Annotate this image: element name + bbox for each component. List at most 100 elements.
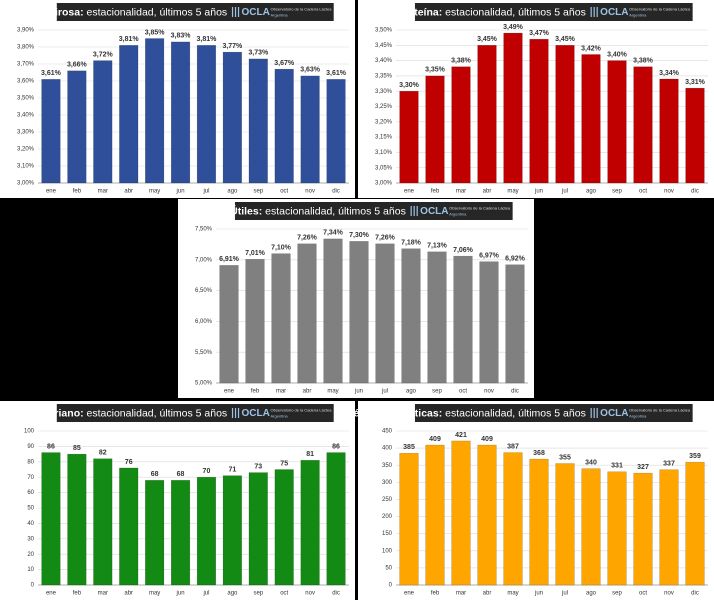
bar (555, 45, 575, 184)
y-tick-label: 50 (27, 506, 34, 512)
y-tick-label: 3,10% (375, 150, 393, 156)
logo-tagline: Observatorio de la Cadena Láctea (271, 408, 333, 413)
y-tick-label: 3,50% (375, 28, 393, 34)
x-tick-label: feb (431, 591, 440, 597)
value-label: 355 (559, 454, 571, 461)
y-tick-label: 30 (27, 536, 34, 542)
y-tick-label: 100 (382, 548, 393, 554)
y-tick-label: 3,30% (375, 89, 393, 95)
logo-tagline: Observatorio de la Cadena Láctea (629, 408, 691, 413)
bar (222, 51, 242, 184)
x-tick-label: abr (124, 189, 133, 195)
title-bold: Sólidos Útiles: (189, 204, 262, 217)
value-label: 3,47% (529, 30, 550, 37)
bar (633, 66, 653, 184)
logo-name: OCLA (242, 408, 270, 419)
logo-country: Argentina (449, 212, 467, 217)
value-label: 7,26% (297, 235, 318, 242)
y-tick-label: 3,70% (17, 62, 35, 68)
y-tick-label: 7,00% (195, 257, 213, 263)
bar (529, 38, 549, 184)
logo-country: Argentina (629, 13, 647, 18)
y-tick-label: 200 (382, 514, 393, 520)
x-tick-label: ago (586, 591, 597, 597)
bar (170, 480, 191, 586)
bar (67, 70, 87, 184)
y-tick-label: 3,40% (375, 58, 393, 64)
value-label: 7,26% (375, 235, 396, 242)
title-rest: estacionalidad, últimos 5 años (84, 6, 228, 18)
value-label: 82 (99, 450, 107, 457)
value-label: 331 (611, 463, 623, 470)
value-label: 6,92% (505, 256, 526, 263)
x-tick-label: mar (456, 591, 466, 597)
x-tick-label: jul (561, 591, 568, 597)
x-tick-label: ene (404, 189, 415, 195)
bar (300, 75, 320, 184)
y-tick-label: 7,50% (195, 227, 213, 233)
value-label: 6,97% (479, 252, 500, 259)
y-tick-label: 250 (382, 497, 393, 503)
logo-icon (590, 7, 598, 17)
x-tick-label: abr (303, 389, 312, 395)
chart-title: Recuento Bacteriano: estacionalidad, últ… (0, 407, 227, 419)
bar (145, 480, 165, 586)
logo-country: Argentina (629, 414, 647, 419)
bar (93, 458, 113, 586)
x-tick-label: mar (456, 189, 466, 195)
value-label: 359 (689, 453, 701, 460)
value-label: 3,38% (633, 58, 654, 65)
x-tick-label: sep (612, 189, 622, 195)
value-label: 3,85% (145, 29, 166, 36)
value-label: 6,91% (219, 256, 240, 263)
y-tick-label: 400 (382, 446, 393, 452)
value-label: 337 (663, 461, 675, 468)
x-tick-label: ago (227, 189, 238, 195)
bar (93, 60, 113, 184)
y-tick-label: 6,00% (195, 319, 213, 325)
y-tick-label: 3,45% (375, 43, 393, 49)
value-label: 3,67% (274, 60, 295, 67)
x-tick-label: nov (305, 189, 315, 195)
x-tick-label: jul (381, 389, 388, 395)
value-label: 76 (125, 459, 133, 466)
x-tick-label: may (149, 189, 160, 195)
chart-title: Células Somáticas: estacionalidad, últim… (346, 407, 586, 419)
value-label: 3,81% (119, 36, 140, 43)
x-tick-label: ene (404, 591, 415, 597)
bar (451, 440, 471, 586)
y-tick-label: 300 (382, 480, 393, 486)
x-tick-label: oct (639, 591, 647, 597)
title-rest: estacionalidad, últimos 5 años (442, 407, 586, 419)
logo-icon (231, 408, 240, 418)
y-tick-label: 0 (31, 583, 35, 589)
bar (633, 472, 653, 586)
bar (119, 467, 139, 586)
bar (248, 472, 268, 586)
value-label: 7,13% (427, 243, 448, 250)
chart-title: Grasa Butirosa: estacionalidad, últimos … (5, 6, 227, 18)
value-label: 70 (203, 468, 211, 475)
value-label: 3,35% (425, 67, 446, 74)
x-tick-label: jun (534, 189, 543, 195)
x-tick-label: dic (511, 389, 519, 395)
title-bold: Recuento Bacteriano: (0, 407, 84, 419)
value-label: 86 (332, 443, 340, 450)
value-label: 409 (481, 436, 493, 443)
y-tick-label: 3,90% (17, 28, 35, 34)
value-label: 3,49% (503, 24, 524, 31)
y-tick-label: 80 (27, 459, 34, 465)
x-tick-label: ago (227, 591, 238, 597)
value-label: 3,73% (248, 50, 269, 57)
bar (425, 75, 445, 184)
x-tick-label: ene (224, 389, 235, 395)
bar (274, 469, 294, 586)
logo-icon (590, 408, 598, 418)
value-label: 3,63% (300, 67, 321, 74)
y-tick-label: 3,00% (17, 181, 35, 187)
value-label: 7,10% (271, 244, 292, 251)
y-tick-label: 0 (389, 583, 393, 589)
x-tick-label: jun (176, 591, 185, 597)
value-label: 3,66% (67, 62, 88, 69)
